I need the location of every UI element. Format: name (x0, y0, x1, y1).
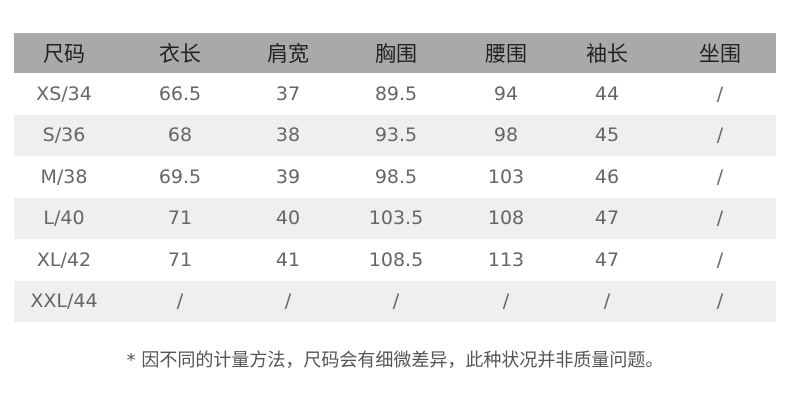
size-table: 尺码 衣长 肩宽 胸围 腰围 袖长 坐围 XS/34 66.5 37 89.5 94 44 / S/36 6… (14, 33, 776, 322)
table-cell: XS/34 (36, 82, 92, 105)
table-cell: / (716, 248, 724, 271)
table-cell: 47 (594, 207, 620, 230)
table-cell: / (176, 290, 184, 313)
table-cell: 108.5 (368, 248, 424, 271)
table-cell: 113 (487, 248, 525, 271)
table-cell: / (716, 207, 724, 230)
column-header: 胸围 (375, 42, 417, 66)
table-cell: 98.5 (374, 165, 418, 188)
table-cell: / (603, 290, 611, 313)
column-header: 腰围 (485, 42, 527, 66)
table-cell: / (716, 124, 724, 147)
table-cell: XXL/44 (30, 290, 98, 313)
column-header: 袖长 (586, 42, 628, 66)
table-row: S/36 68 38 93.5 98 45 / (14, 114, 776, 156)
table-cell: 98 (493, 124, 519, 147)
table-cell: 69.5 (158, 165, 202, 188)
footnote: * 因不同的计量方法，尺码会有细微差异，此种状况并非质量问题。 (126, 350, 664, 371)
table-cell: 89.5 (374, 82, 418, 105)
table-cell: / (716, 165, 724, 188)
column-header: 尺码 (43, 42, 85, 66)
table-cell: / (392, 290, 400, 313)
table-cell: 39 (275, 165, 301, 188)
table-cell: 46 (594, 165, 620, 188)
table-cell: 108 (487, 207, 525, 230)
table-cell: XL/42 (36, 248, 92, 271)
table-cell: M/38 (40, 165, 88, 188)
table-cell: 44 (594, 82, 620, 105)
table-cell: L/40 (43, 207, 85, 230)
table-cell: 40 (275, 207, 301, 230)
table-cell: 103.5 (368, 207, 424, 230)
table-row: L/40 71 40 103.5 108 47 / (14, 197, 776, 239)
column-header: 肩宽 (267, 42, 309, 66)
table-cell: 47 (594, 248, 620, 271)
table-header: 尺码 衣长 肩宽 胸围 腰围 袖长 坐围 (14, 33, 776, 73)
table-row: XL/42 71 41 108.5 113 47 / (14, 239, 776, 281)
table-cell: 41 (275, 248, 301, 271)
column-header: 衣长 (159, 42, 201, 66)
table-cell: 68 (167, 124, 193, 147)
table-cell: / (716, 82, 724, 105)
table-cell: 93.5 (374, 124, 418, 147)
table-cell: 66.5 (158, 82, 202, 105)
table-cell: 71 (167, 248, 193, 271)
table-cell: S/36 (42, 124, 86, 147)
table-cell: 103 (487, 165, 525, 188)
table-cell: / (502, 290, 510, 313)
table-cell: / (716, 290, 724, 313)
table-cell: 94 (493, 82, 519, 105)
table-row: XS/34 66.5 37 89.5 94 44 / (14, 73, 776, 115)
table-cell: 71 (167, 207, 193, 230)
table-row: M/38 69.5 39 98.5 103 46 / (14, 156, 776, 198)
column-header: 坐围 (699, 42, 741, 66)
table-cell: 37 (275, 82, 301, 105)
table-row: XXL/44 / / / / / / (14, 280, 776, 322)
table-cell: 38 (275, 124, 301, 147)
table-cell: / (284, 290, 292, 313)
table-cell: 45 (594, 124, 620, 147)
